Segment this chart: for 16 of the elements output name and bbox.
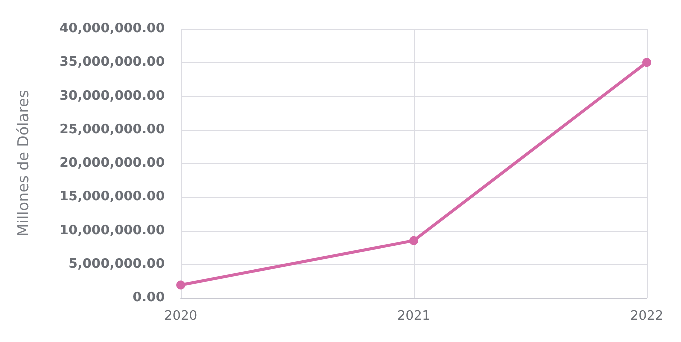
y-tick-label: 10,000,000.00 <box>60 223 165 238</box>
point <box>410 236 418 246</box>
y-tick-label: 25,000,000.00 <box>60 122 165 138</box>
y-tick-label: 35,000,000.00 <box>60 55 165 70</box>
y-tick-label: 5,000,000.00 <box>68 256 165 272</box>
point <box>176 280 186 290</box>
point <box>642 58 652 68</box>
y-tick-label: 0.00 <box>132 290 165 306</box>
x-tick-label: 2022 <box>630 309 664 324</box>
y-tick-label: 15,000,000.00 <box>60 190 165 205</box>
y-tick-label: 40,000,000.00 <box>60 22 165 36</box>
x-tick-label: 2021 <box>397 309 431 324</box>
x-tick-label: 2020 <box>164 309 198 324</box>
y-axis-title: Millones de Dólares <box>14 90 32 237</box>
y-tick-label: 30,000,000.00 <box>60 88 165 104</box>
y-tick-label: 20,000,000.00 <box>60 156 165 171</box>
